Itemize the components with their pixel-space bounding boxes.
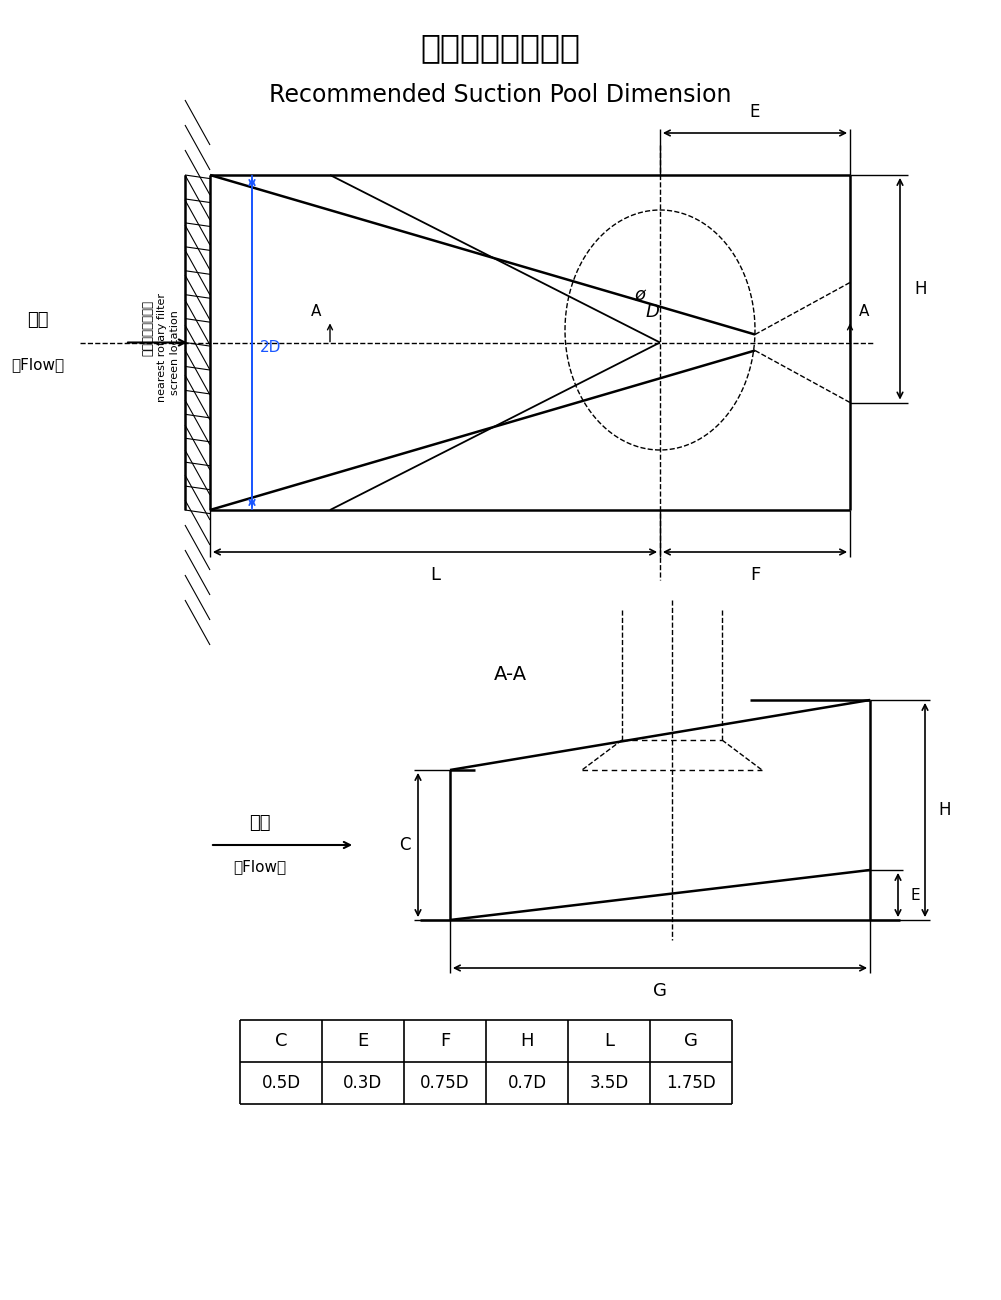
Text: H: H <box>914 280 927 298</box>
Text: F: F <box>439 1032 450 1050</box>
Text: H: H <box>938 801 951 819</box>
Text: 0.7D: 0.7D <box>508 1074 547 1092</box>
Text: 水流: 水流 <box>27 312 49 329</box>
Text: 水流: 水流 <box>249 814 270 832</box>
Text: 吸水池推荐尺寸图: 吸水池推荐尺寸图 <box>420 31 580 65</box>
Text: A: A <box>311 303 321 318</box>
Text: G: G <box>653 982 667 1000</box>
Text: L: L <box>604 1032 614 1050</box>
Text: 0.5D: 0.5D <box>261 1074 300 1092</box>
Text: F: F <box>750 566 760 584</box>
Text: E: E <box>357 1032 368 1050</box>
Text: Recommended Suction Pool Dimension: Recommended Suction Pool Dimension <box>268 83 732 107</box>
Text: A-A: A-A <box>493 666 527 685</box>
Text: 2D: 2D <box>260 341 281 355</box>
Text: D: D <box>645 303 659 321</box>
Text: C: C <box>274 1032 287 1050</box>
Text: 0.3D: 0.3D <box>343 1074 382 1092</box>
Text: L: L <box>430 566 440 584</box>
Text: E: E <box>910 888 920 902</box>
Text: nearest rotary filter: nearest rotary filter <box>157 292 167 402</box>
Text: A: A <box>859 303 869 318</box>
Text: screen location: screen location <box>170 311 180 395</box>
Text: （Flow）: （Flow） <box>11 358 64 372</box>
Text: 1.75D: 1.75D <box>666 1074 716 1092</box>
Text: C: C <box>399 836 410 854</box>
Text: （Flow）: （Flow） <box>233 859 286 875</box>
Text: 最近旋转滤网位置: 最近旋转滤网位置 <box>141 299 154 355</box>
Text: 0.75D: 0.75D <box>420 1074 469 1092</box>
Text: ø: ø <box>635 286 646 304</box>
Text: G: G <box>684 1032 698 1050</box>
Text: H: H <box>521 1032 534 1050</box>
Text: 3.5D: 3.5D <box>590 1074 629 1092</box>
Text: E: E <box>750 103 760 121</box>
